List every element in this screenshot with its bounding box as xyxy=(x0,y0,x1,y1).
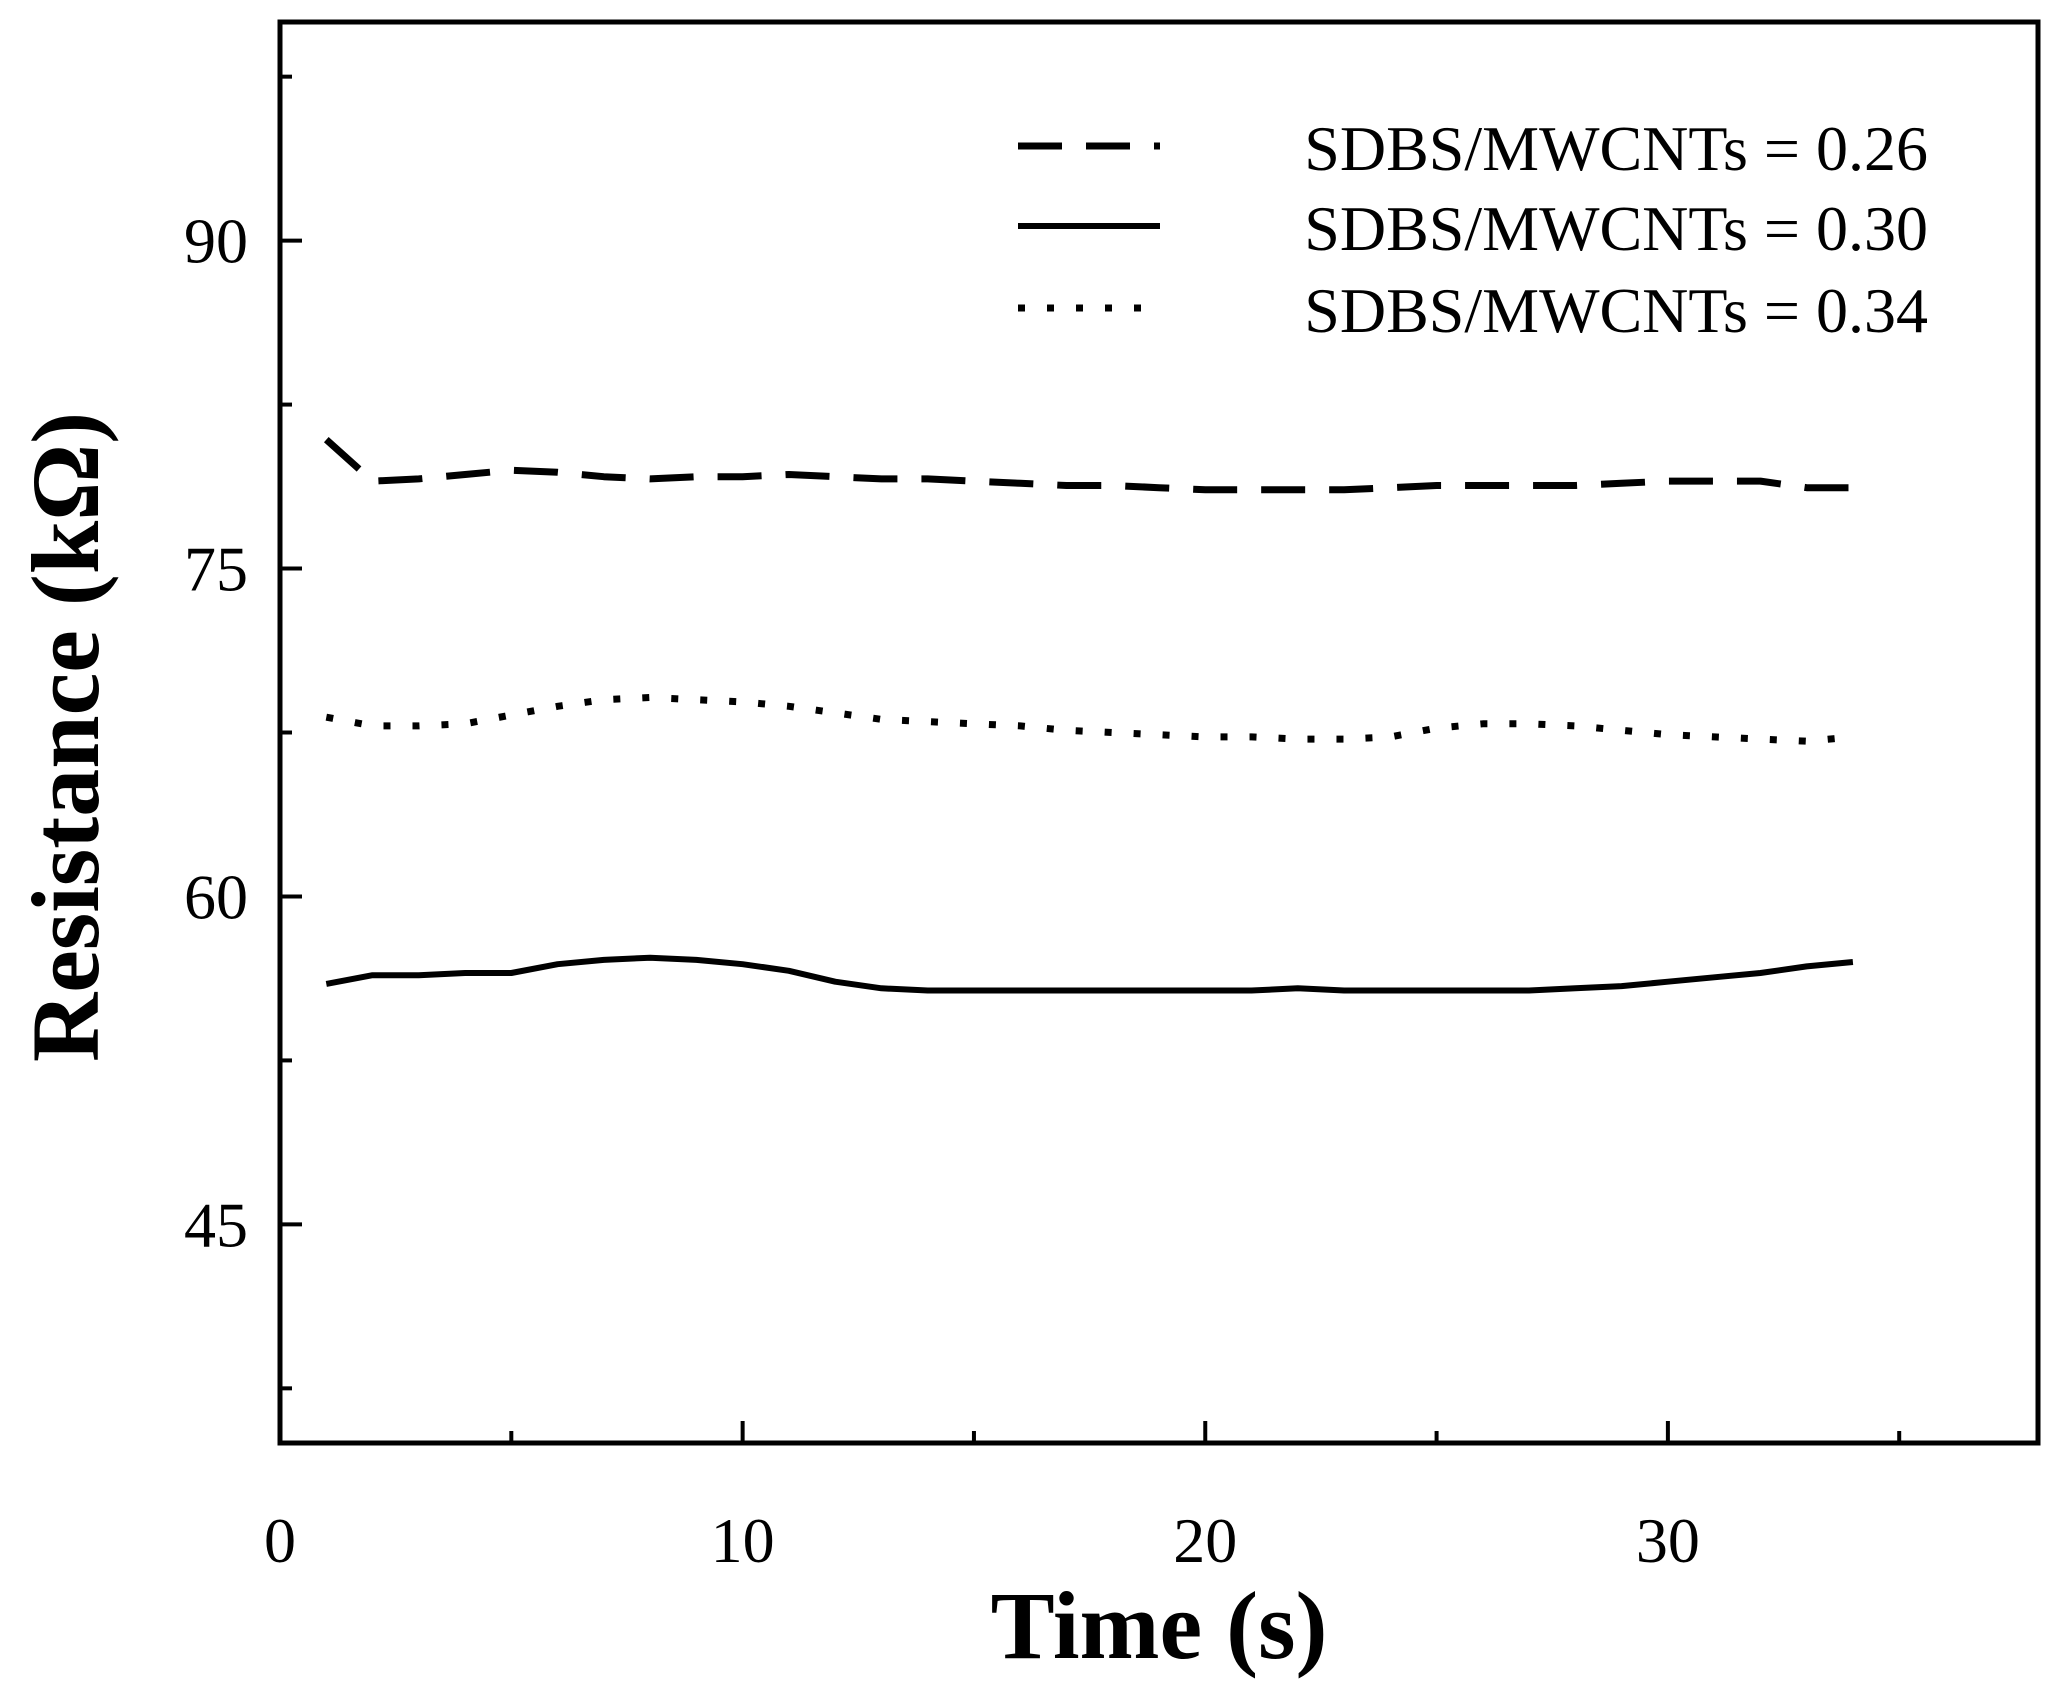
series-line-solid xyxy=(325,954,1854,994)
y-tick-label: 90 xyxy=(184,206,248,277)
legend: SDBS/MWCNTs = 0.26 SDBS/MWCNTs = 0.30 SDBS… xyxy=(1018,113,1928,346)
y-tick-label: 45 xyxy=(184,1189,248,1260)
x-tick-label: 0 xyxy=(264,1505,296,1576)
series-line-dotted xyxy=(325,694,1854,745)
plot-frame xyxy=(277,19,2041,1446)
y-tick-label: 60 xyxy=(184,861,248,932)
legend-label: SDBS/MWCNTs = 0.30 xyxy=(1304,193,1928,264)
x-tick-label: 30 xyxy=(1636,1505,1700,1576)
legend-label: SDBS/MWCNTs = 0.34 xyxy=(1304,275,1928,346)
x-tick-label: 20 xyxy=(1173,1505,1237,1576)
series-line-dashed xyxy=(323,436,1853,494)
series-layer xyxy=(323,436,1854,994)
x-tick-label: 10 xyxy=(711,1505,775,1576)
y-axis-title: Resistance (kΩ) xyxy=(12,412,119,1062)
legend-label: SDBS/MWCNTs = 0.26 xyxy=(1304,113,1928,184)
y-tick-label: 75 xyxy=(184,534,248,605)
x-axis-title: Time (s) xyxy=(991,1572,1328,1679)
